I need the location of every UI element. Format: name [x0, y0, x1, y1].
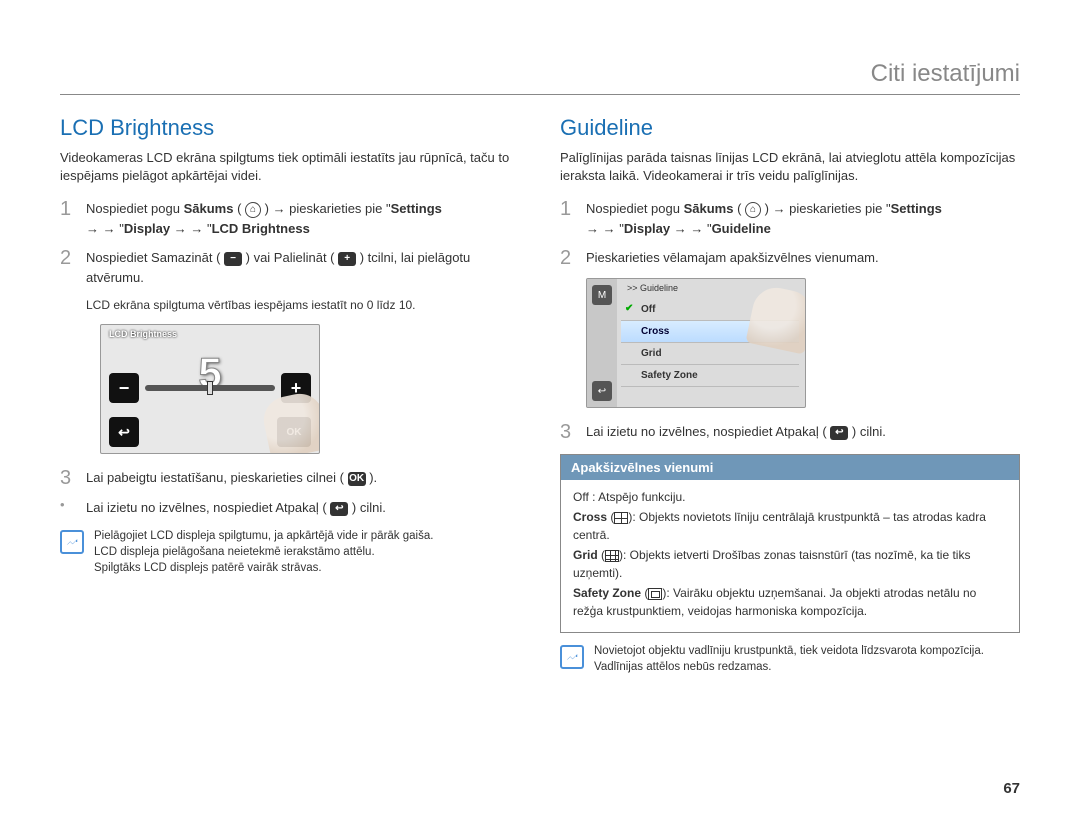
step-number: 3 [560, 422, 576, 442]
text: : Objekts ietverti Drošības zonas taisns… [573, 548, 970, 580]
guideline-intro: Palīglīnijas parāda taisnas līnijas LCD … [560, 149, 1020, 185]
left-column: LCD Brightness Videokameras LCD ekrāna s… [60, 115, 520, 676]
cross-pattern-icon [614, 512, 628, 524]
plus-icon: + [338, 252, 356, 266]
text: Pieskarieties vēlamajam apakšizvēlnes vi… [586, 248, 1020, 268]
safety-pattern-icon [648, 588, 662, 600]
submenu-safety: Safety Zone (): Vairāku objektu uzņemšan… [573, 584, 1007, 620]
text: ) → pieskarieties pie " [261, 201, 391, 216]
lcd-minus-button: − [109, 373, 139, 403]
text: ). [366, 470, 378, 485]
guide-step-2: 2 Pieskarieties vēlamajam apakšizvēlnes … [560, 248, 1020, 268]
lcd-shot-title: LCD Brightness [109, 329, 177, 339]
text: ) vai Palielināt ( [242, 250, 338, 265]
text: Nospiediet pogu [86, 201, 184, 216]
guide-step-3: 3 Lai izietu no izvēlnes, nospiediet Atp… [560, 422, 1020, 442]
content-columns: LCD Brightness Videokameras LCD ekrāna s… [60, 115, 1020, 676]
lcd-bullet: • Lai izietu no izvēlnes, nospiediet Atp… [60, 498, 520, 518]
guideline-note: Novietojot objektu vadlīniju krustpunktā… [560, 643, 1020, 675]
ok-icon: OK [348, 472, 366, 486]
submenu-box: Apakšizvēlnes vienumi Off : Atspējo funk… [560, 454, 1020, 633]
guideline-heading: Guideline [560, 115, 1020, 141]
submenu-off: Off : Atspējo funkciju. [573, 488, 1007, 506]
submenu-header: Apakšizvēlnes vienumi [561, 455, 1019, 480]
minus-icon: − [224, 252, 242, 266]
text: Lai izietu no izvēlnes, nospiediet Atpak… [86, 500, 330, 515]
lcd-intro: Videokameras LCD ekrāna spilgtums tiek o… [60, 149, 520, 185]
text-bold: Display [124, 221, 170, 236]
text-bold: Sākums [184, 201, 234, 216]
note-line: Vadlīnijas attēlos nebūs redzamas. [594, 659, 1020, 675]
lcd-heading: LCD Brightness [60, 115, 520, 141]
text: Lai pabeigtu iestatīšanu, pieskarieties … [86, 470, 348, 485]
step-number: 3 [60, 468, 76, 488]
step-number: 2 [560, 248, 576, 268]
submenu-cross: Cross (): Objekts novietots līniju centr… [573, 508, 1007, 544]
text: → " [599, 221, 624, 236]
text: Nospiediet Samazināt ( [86, 250, 224, 265]
text: → " [687, 221, 712, 236]
text: Nospiediet pogu [586, 201, 684, 216]
submenu-grid: Grid (): Objekts ietverti Drošības zonas… [573, 546, 1007, 582]
guideline-screenshot: M ↩ >> Guideline ✔Off Cross Grid Safety … [586, 278, 806, 408]
lcd-range-note: LCD ekrāna spilgtuma vērtības iespējams … [86, 297, 520, 314]
lcd-step-1: 1 Nospiediet pogu Sākums ( ⌂ ) → pieskar… [60, 199, 520, 238]
note-line: Spilgtāks LCD displejs patērē vairāk str… [94, 560, 520, 576]
text: ( [233, 201, 245, 216]
text: Lai izietu no izvēlnes, nospiediet Atpak… [586, 424, 830, 439]
text: : Objekts novietots līniju centrālajā kr… [573, 510, 986, 542]
text: ( [733, 201, 745, 216]
text-bold: LCD Brightness [212, 221, 310, 236]
text: → " [187, 221, 212, 236]
hand-icon [259, 390, 320, 455]
mode-icon: M [592, 285, 612, 305]
right-column: Guideline Palīglīnijas parāda taisnas lī… [560, 115, 1020, 676]
lcd-step-2: 2 Nospiediet Samazināt ( − ) vai Palieli… [60, 248, 520, 287]
lcd-slider [145, 385, 275, 391]
lcd-back-button: ↩ [109, 417, 139, 447]
page-number: 67 [1003, 780, 1020, 797]
note-line: Pielāgojiet LCD displeja spilgtumu, ja a… [94, 528, 520, 544]
bullet-icon: • [60, 498, 76, 518]
note-icon [60, 530, 84, 554]
step-number: 2 [60, 248, 76, 287]
guide-left-bar: M ↩ [587, 279, 617, 407]
text: ) → pieskarieties pie " [761, 201, 891, 216]
guide-shot-title: >> Guideline [627, 283, 678, 293]
submenu-body: Off : Atspējo funkciju. Cross (): Objekt… [561, 480, 1019, 632]
lcd-note: Pielāgojiet LCD displeja spilgtumu, ja a… [60, 528, 520, 576]
step-number: 1 [560, 199, 576, 238]
home-icon: ⌂ [245, 202, 261, 218]
note-line: Novietojot objektu vadlīniju krustpunktā… [594, 643, 1020, 659]
back-icon: ↩ [592, 381, 612, 401]
back-icon: ↩ [330, 502, 348, 516]
text: ) cilni. [348, 500, 386, 515]
text: ) cilni. [848, 424, 886, 439]
text-bold: Display [624, 221, 670, 236]
note-line: LCD displeja pielāgošana neietekmē ierak… [94, 544, 520, 560]
text-bold: Settings [391, 201, 442, 216]
step-number: 1 [60, 199, 76, 238]
home-icon: ⌂ [745, 202, 761, 218]
text-bold: Guideline [712, 221, 771, 236]
back-icon: ↩ [830, 426, 848, 440]
note-icon [560, 645, 584, 669]
text-bold: Settings [891, 201, 942, 216]
text-bold: Sākums [684, 201, 734, 216]
lcd-brightness-screenshot: LCD Brightness 5 − + ↩ OK [100, 324, 320, 454]
check-icon: ✔ [625, 303, 633, 314]
guide-step-1: 1 Nospiediet pogu Sākums ( ⌂ ) → pieskar… [560, 199, 1020, 238]
guide-item-safety: Safety Zone [621, 365, 799, 387]
grid-pattern-icon [605, 550, 619, 562]
text: → " [99, 221, 124, 236]
page-header: Citi iestatījumi [60, 60, 1020, 95]
lcd-step-3: 3 Lai pabeigtu iestatīšanu, pieskarietie… [60, 468, 520, 488]
